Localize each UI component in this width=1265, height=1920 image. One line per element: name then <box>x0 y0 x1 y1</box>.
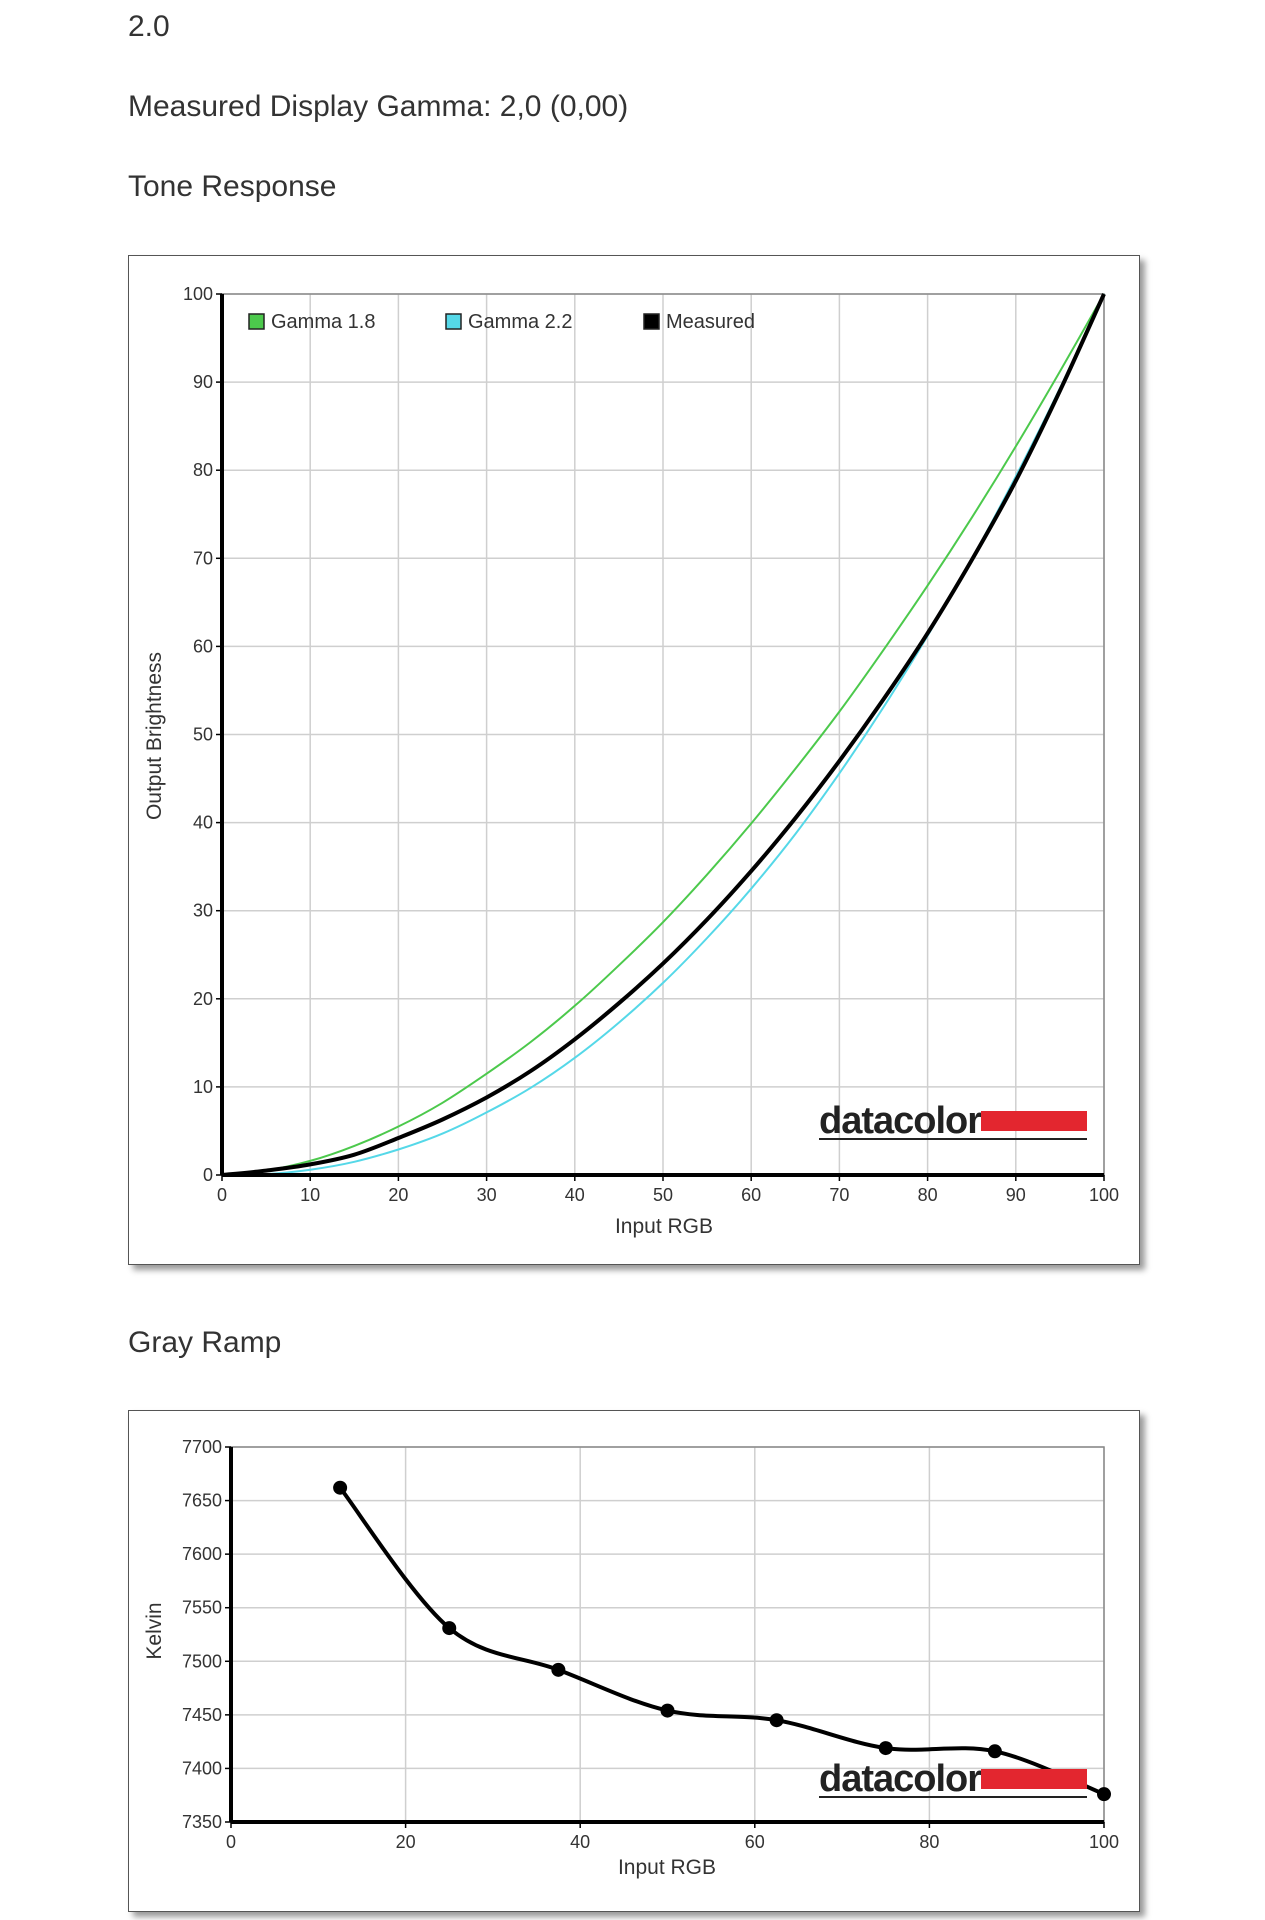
gray-y-tick-label: 7600 <box>182 1544 222 1564</box>
tone-x-tick-label: 70 <box>829 1185 849 1205</box>
legend-item-1: Gamma 1.8 <box>248 311 375 333</box>
datacolor-logo-bar <box>981 1769 1087 1789</box>
tone-response-chart: 0 10 20 30 40 50 60 70 80 90 100 0 10 20 30 40 50 60 70 80 9… <box>128 255 1140 1265</box>
gray-y-tick-label: 7500 <box>182 1651 222 1671</box>
datacolor-logo-text: datacolor <box>819 1758 982 1800</box>
gray-y-tick-label: 7650 <box>182 1491 222 1511</box>
datacolor-logo-bar <box>981 1111 1087 1131</box>
gray-ramp-title: Gray Ramp <box>128 1326 282 1359</box>
gray-y-axis-label: Kelvin <box>143 1602 166 1659</box>
gray-y-tick-label: 7350 <box>182 1812 222 1832</box>
tone-y-axis-label: Output Brightness <box>143 652 166 820</box>
legend-item-2: Gamma 2.2 <box>445 311 572 333</box>
tone-x-tick-label: 10 <box>300 1185 320 1205</box>
tone-grid <box>221 293 1105 1176</box>
tone-x-tick-label: 90 <box>1006 1185 1026 1205</box>
tone-y-tick-label: 40 <box>193 813 213 833</box>
gray-ramp-svg: 0 20 40 60 80 100 7350 7400 7450 7500 7550 7600 7650… <box>143 1437 1119 1879</box>
gamma-value: 2.0 <box>128 10 170 43</box>
gray-series-group <box>333 1480 1111 1802</box>
tone-y-tick-label: 50 <box>193 725 213 745</box>
legend-label: Gamma 2.2 <box>468 311 572 333</box>
tone-response-title: Tone Response <box>128 170 337 203</box>
gray-x-tick-label: 0 <box>226 1832 236 1852</box>
legend-label: Measured <box>666 311 755 333</box>
tone-x-axis-label: Input RGB <box>615 1215 713 1238</box>
tone-y-tick-label: 20 <box>193 989 213 1009</box>
gray-y-tick-label: 7550 <box>182 1598 222 1618</box>
tone-response-svg: 0 10 20 30 40 50 60 70 80 90 100 0 10 20 30 40 50 60 70 80 9… <box>143 284 1119 1238</box>
gray-data-point <box>551 1662 566 1677</box>
gray-y-tick-label: 7700 <box>182 1437 222 1457</box>
tone-x-tick-label: 50 <box>653 1185 673 1205</box>
legend-swatch <box>643 313 660 330</box>
gray-data-point <box>333 1480 348 1495</box>
gray-x-tick-label: 40 <box>570 1832 590 1852</box>
gray-y-tick-label: 7400 <box>182 1758 222 1778</box>
gray-x-tick-label: 80 <box>919 1832 939 1852</box>
legend-label: Gamma 1.8 <box>271 311 375 333</box>
legend-swatch <box>445 313 462 330</box>
tone-axes: 0 10 20 30 40 50 60 70 80 90 100 0 10 20 30 40 50 60 70 80 9… <box>183 284 1119 1205</box>
tone-x-tick-label: 30 <box>477 1185 497 1205</box>
tone-y-tick-label: 100 <box>183 284 213 304</box>
datacolor-logo: datacolor <box>819 1100 1087 1142</box>
tone-y-tick-label: 70 <box>193 548 213 568</box>
gray-data-point <box>987 1744 1002 1759</box>
gray-grid <box>230 1446 1105 1823</box>
tone-y-tick-label: 30 <box>193 901 213 921</box>
tone-y-tick-label: 0 <box>203 1165 213 1185</box>
tone-series-line-3 <box>221 293 1106 1177</box>
gray-ramp-chart: 0 20 40 60 80 100 7350 7400 7450 7500 7550 7600 7650… <box>128 1410 1140 1912</box>
tone-x-tick-label: 20 <box>388 1185 408 1205</box>
tone-x-tick-label: 40 <box>565 1185 585 1205</box>
gray-data-point <box>878 1741 893 1756</box>
gray-data-point <box>769 1713 784 1728</box>
tone-y-tick-label: 90 <box>193 372 213 392</box>
tone-series-line-1 <box>221 293 1105 1176</box>
tone-y-tick-label: 80 <box>193 460 213 480</box>
tone-x-tick-label: 60 <box>741 1185 761 1205</box>
datacolor-logo: datacolor <box>819 1758 1087 1800</box>
tone-y-tick-label: 10 <box>193 1077 213 1097</box>
gray-x-tick-label: 20 <box>396 1832 416 1852</box>
gray-data-point <box>1097 1787 1111 1802</box>
tone-x-tick-label: 80 <box>918 1185 938 1205</box>
gray-x-axis-label: Input RGB <box>618 1856 716 1879</box>
tone-y-tick-label: 60 <box>193 636 213 656</box>
gray-x-tick-label: 100 <box>1089 1832 1119 1852</box>
tone-x-tick-label: 0 <box>217 1185 227 1205</box>
gray-data-point <box>660 1703 675 1718</box>
legend-item-3: Measured <box>643 311 755 333</box>
gray-x-tick-label: 60 <box>745 1832 765 1852</box>
gray-y-tick-label: 7450 <box>182 1705 222 1725</box>
gray-data-point <box>442 1621 457 1636</box>
tone-legend: Gamma 1.8 Gamma 2.2 Measured <box>248 311 755 333</box>
tone-series-group <box>221 293 1106 1177</box>
legend-swatch <box>248 313 265 330</box>
measured-gamma-text: Measured Display Gamma: 2,0 (0,00) <box>128 90 629 123</box>
tone-x-tick-label: 100 <box>1089 1185 1119 1205</box>
datacolor-logo-text: datacolor <box>819 1100 982 1142</box>
gray-axes: 0 20 40 60 80 100 7350 7400 7450 7500 7550 7600 7650… <box>182 1437 1119 1852</box>
